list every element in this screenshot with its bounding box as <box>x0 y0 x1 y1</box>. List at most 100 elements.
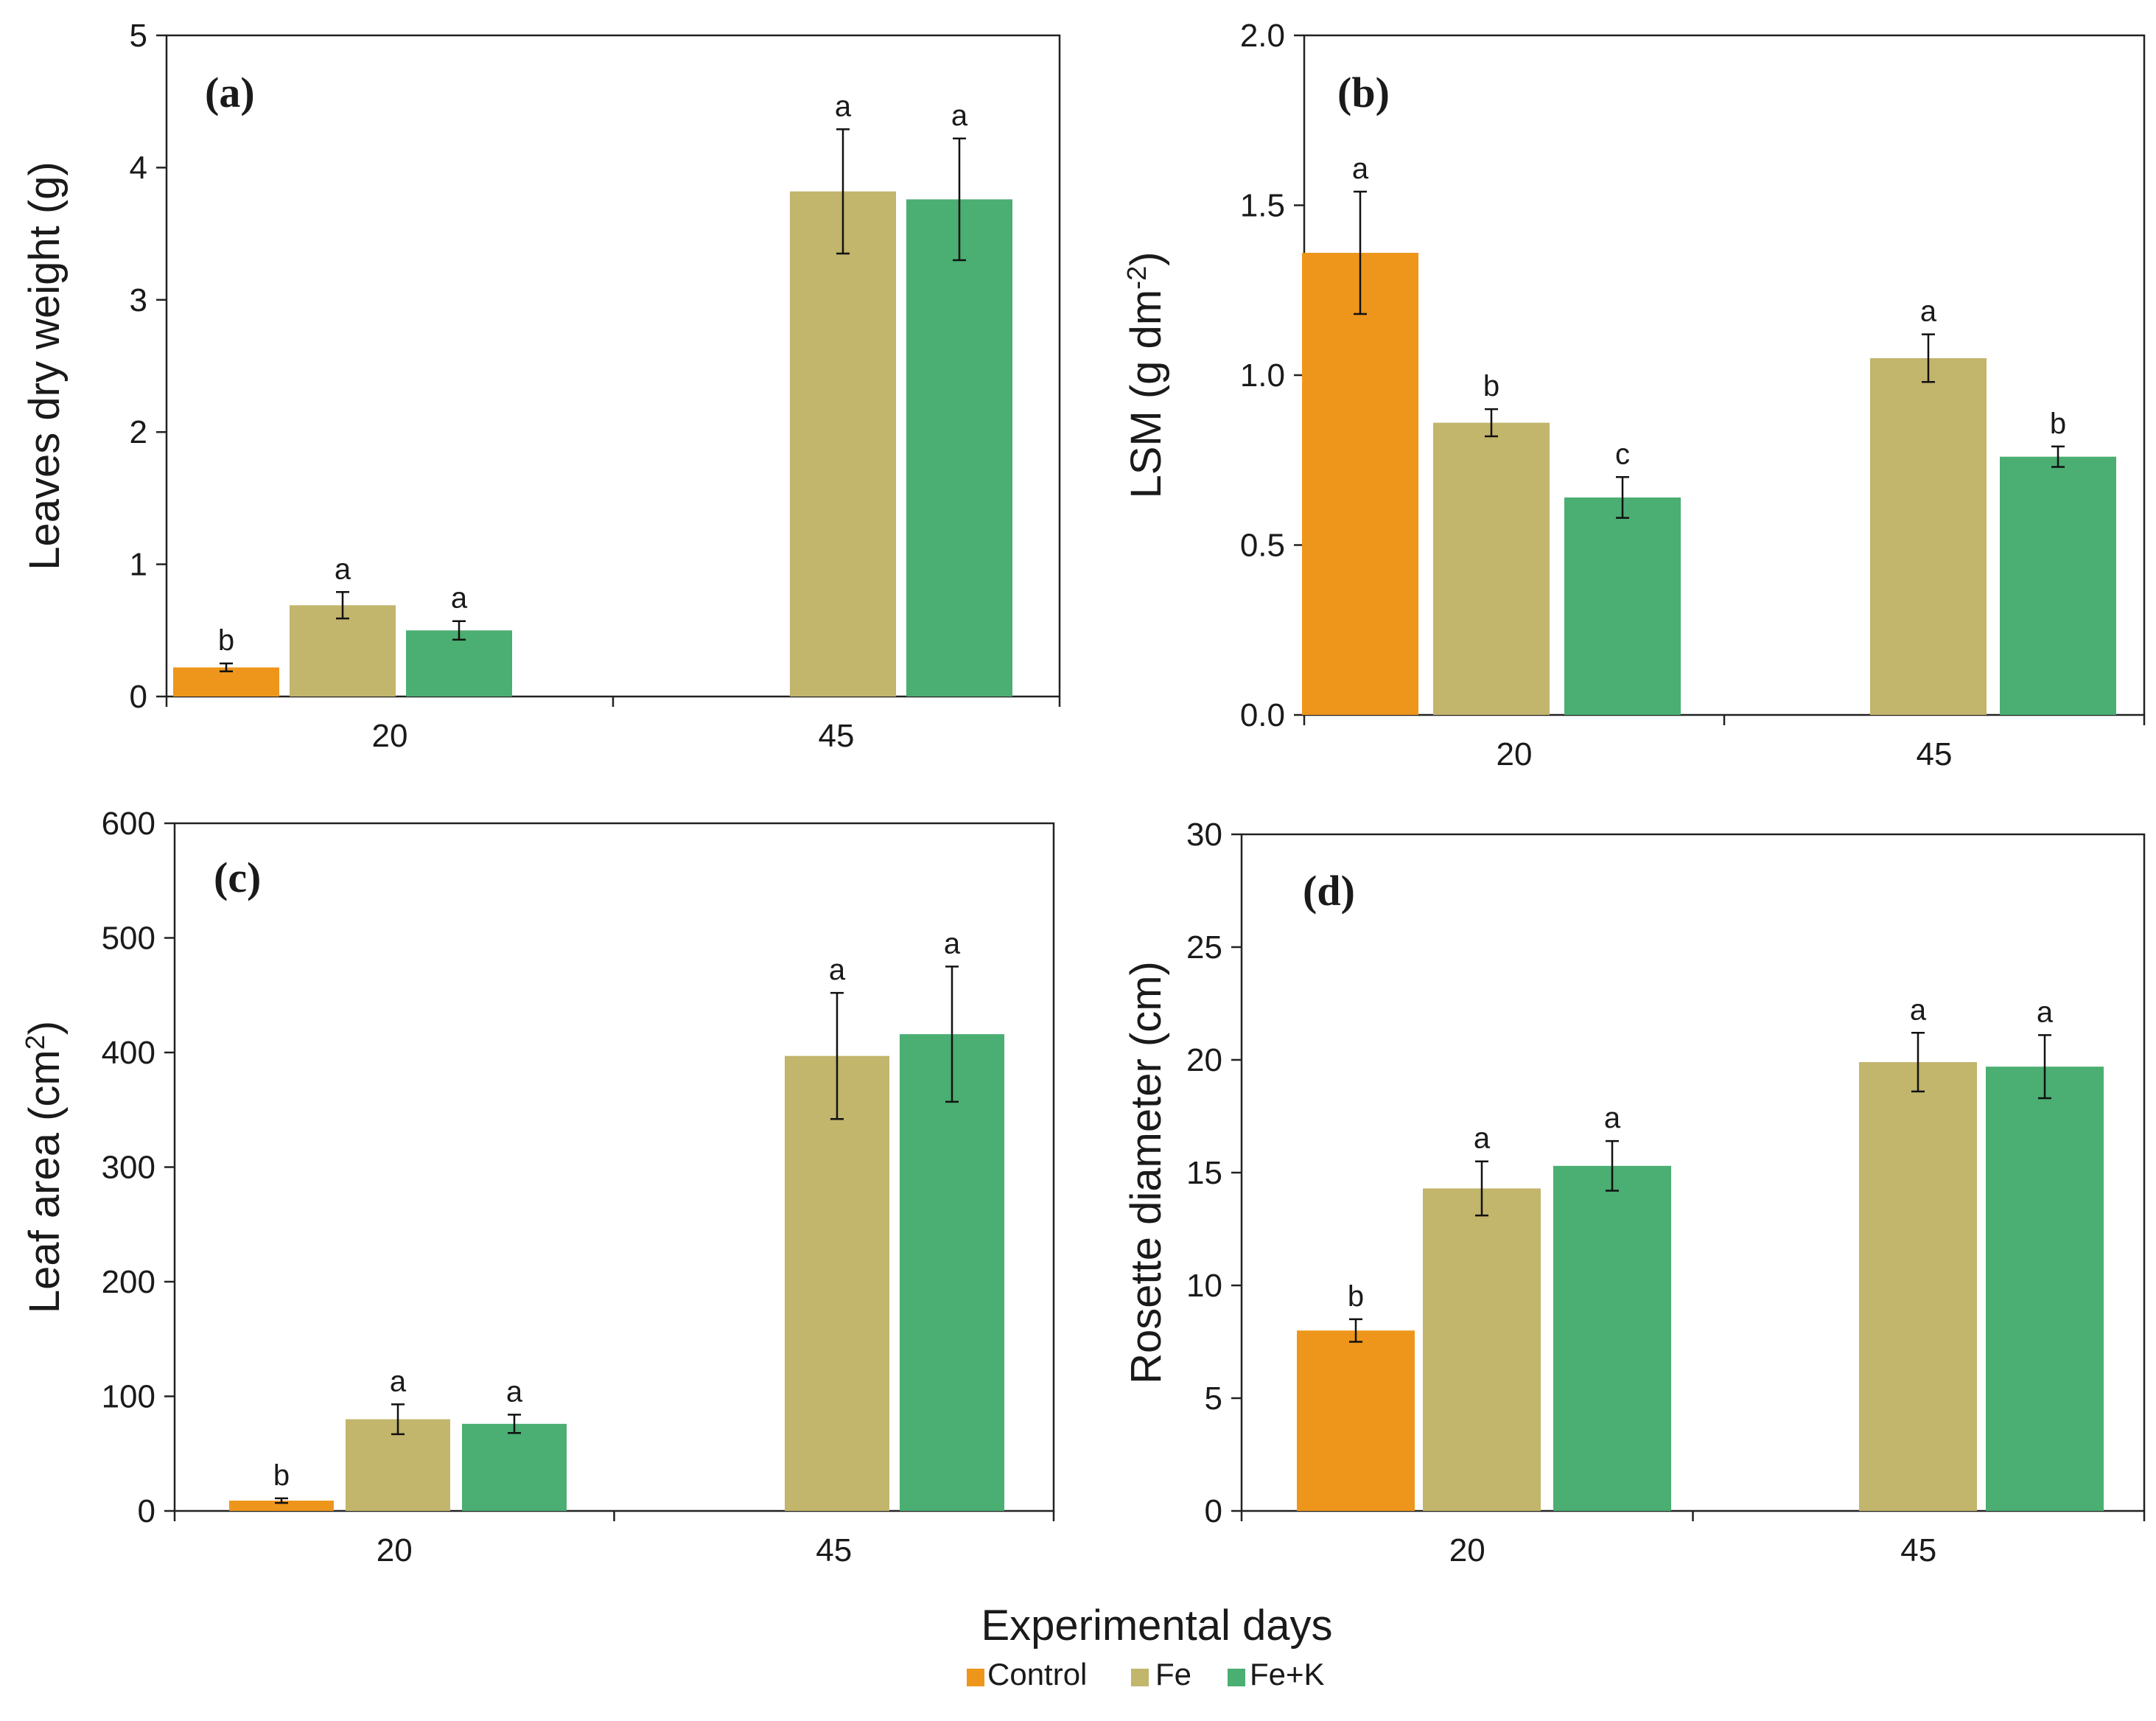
significance-letter: a <box>1910 994 1927 1026</box>
error-bar <box>1616 476 1629 519</box>
y-tick-label: 15 <box>1186 1155 1222 1191</box>
error-bar <box>830 991 844 1120</box>
x-category-label: 20 <box>372 718 408 754</box>
y-tick-label: 5 <box>130 18 147 54</box>
error-bar <box>2051 445 2065 468</box>
x-category-label: 45 <box>819 718 855 754</box>
y-tick-label: 500 <box>102 921 155 957</box>
y-axis-label: Rosette diameter (cm) <box>1122 961 1170 1384</box>
y-tick-label: 0 <box>138 1493 155 1529</box>
y-tick-label: 600 <box>102 806 155 842</box>
panel-label: (c) <box>214 853 261 901</box>
significance-letter: a <box>1474 1123 1491 1155</box>
x-category-label: 20 <box>1449 1532 1485 1568</box>
y-axis-label-text: Leaves dry weight (g) <box>21 161 69 570</box>
y-axis-label-text: LSM (g dm <box>1122 290 1170 499</box>
y-tick-label: 300 <box>102 1150 155 1186</box>
legend-label-fe-k: Fe+K <box>1250 1657 1325 1692</box>
x-category-label: 45 <box>1917 736 1953 772</box>
significance-letter: c <box>1615 438 1630 470</box>
y-tick-label: 2.0 <box>1240 18 1285 54</box>
significance-letter: b <box>273 1459 290 1492</box>
y-tick-label: 400 <box>102 1035 155 1071</box>
error-bar <box>1922 333 1935 383</box>
bar-fe-45 <box>790 191 896 697</box>
y-tick-label: 10 <box>1186 1268 1222 1304</box>
bar-fe-k-20 <box>1553 1165 1671 1511</box>
error-bar <box>1475 1160 1488 1217</box>
significance-letter: a <box>1352 153 1369 185</box>
error-bar <box>1485 408 1498 438</box>
y-tick-label: 0 <box>1205 1493 1222 1529</box>
bar-fe-k-20 <box>1564 497 1681 715</box>
y-axis-label: LSM (g dm-2) <box>1121 252 1170 499</box>
legend: Control Fe Fe+K <box>967 1657 1325 1692</box>
y-tick-label: 3 <box>130 282 147 318</box>
x-category-label: 45 <box>816 1532 852 1568</box>
significance-letter: a <box>829 954 846 986</box>
legend-label-control: Control <box>987 1657 1087 1692</box>
y-axis-label: Leaves dry weight (g) <box>21 161 69 570</box>
panel-label: (a) <box>205 69 255 116</box>
significance-letter: b <box>218 624 234 657</box>
bar-control-20 <box>1302 253 1418 715</box>
error-bar <box>945 966 959 1103</box>
panel-b: 0.0 0.5 1.0 1.5 2.0 20 45 LSM (g dm-2) (b) a b a c b <box>1121 18 2146 772</box>
y-axis-label-text: Rosette diameter (cm) <box>1122 961 1170 1384</box>
y-tick-label: 20 <box>1186 1042 1222 1078</box>
bar-control-20 <box>229 1501 334 1511</box>
legend-swatch-control <box>967 1669 984 1686</box>
error-bar <box>1911 1032 1925 1093</box>
error-bar <box>220 662 233 673</box>
significance-letter: a <box>506 1375 523 1408</box>
significance-letter: a <box>951 100 968 132</box>
panel-d: 0 5 10 15 20 25 30 20 45 Rosette diameter (cm) (d)… <box>1122 817 2146 1568</box>
y-tick-label: 1.5 <box>1240 188 1285 224</box>
panel-label: (b) <box>1337 69 1390 116</box>
y-tick-label: 0 <box>130 679 147 715</box>
error-bar <box>275 1497 288 1504</box>
y-tick-label: 5 <box>1205 1380 1222 1417</box>
y-tick-label: 1 <box>130 547 147 583</box>
bar-fe-20 <box>290 605 396 697</box>
y-axis-label: Leaf area (cm2) <box>20 1021 69 1313</box>
significance-letter: a <box>2037 996 2054 1028</box>
y-tick-label: 100 <box>102 1379 155 1415</box>
bar-fe-k-20 <box>462 1423 567 1511</box>
panel-c: 0 100 200 300 400 500 600 20 45 Leaf area (cm2) (c… <box>20 806 1055 1568</box>
error-bar <box>1349 1318 1362 1343</box>
bar-fe-k-45 <box>900 1034 1004 1511</box>
legend-swatch-fe <box>1131 1669 1149 1686</box>
y-axis-label-text: Leaf area (cm <box>21 1050 69 1313</box>
error-bar <box>2038 1034 2051 1100</box>
significance-letter: a <box>1920 296 1937 328</box>
significance-letter: a <box>1604 1102 1621 1134</box>
bar-fe-20 <box>1433 422 1550 715</box>
bar-control-20 <box>1297 1330 1415 1511</box>
y-axis-label-superscript: 2 <box>20 1035 50 1050</box>
error-bar <box>1354 190 1367 315</box>
y-axis-label-end: ) <box>1122 252 1170 266</box>
error-bar <box>336 591 349 620</box>
y-axis-label-end: ) <box>21 1021 69 1035</box>
significance-letter: a <box>390 1365 407 1397</box>
y-tick-label: 0.5 <box>1240 528 1285 564</box>
error-bar <box>452 620 466 641</box>
significance-letter: a <box>451 582 468 615</box>
y-tick-label: 25 <box>1186 929 1222 966</box>
y-tick-label: 30 <box>1186 817 1222 853</box>
bar-fe-45 <box>1870 357 1987 715</box>
bar-fe-k-45 <box>906 199 1012 697</box>
error-bar <box>836 128 850 255</box>
y-tick-label: 200 <box>102 1264 155 1300</box>
x-category-label: 45 <box>1900 1532 1936 1568</box>
error-bar <box>391 1403 405 1436</box>
bar-fe-k-45 <box>1986 1067 2104 1511</box>
error-bar <box>1606 1139 1619 1192</box>
bar-fe-k-45 <box>2000 456 2116 715</box>
y-tick-label: 1.0 <box>1240 357 1285 394</box>
legend-label-fe: Fe <box>1155 1657 1191 1692</box>
significance-letter: a <box>944 927 961 960</box>
